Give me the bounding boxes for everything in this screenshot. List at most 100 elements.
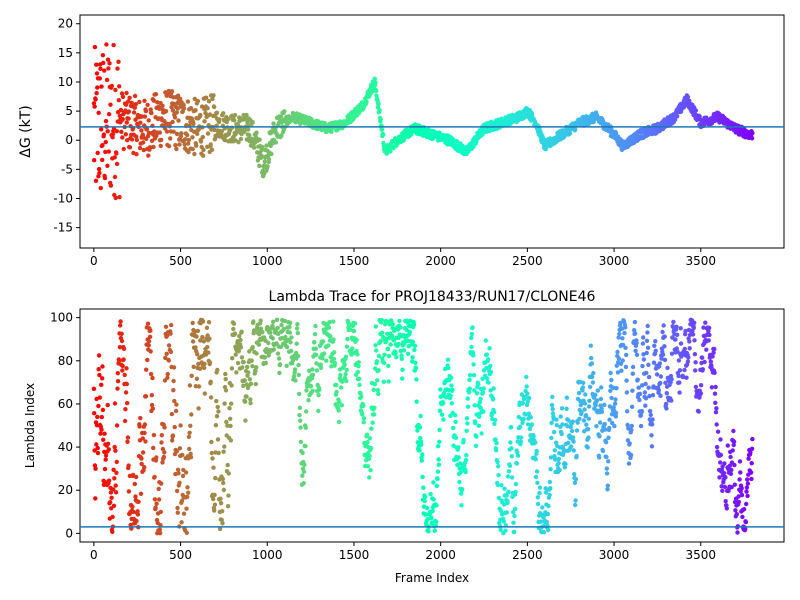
lambda-point bbox=[564, 406, 569, 411]
delta-g-point bbox=[91, 101, 97, 106]
lambda-point bbox=[189, 373, 194, 378]
lambda-point bbox=[709, 385, 715, 390]
delta-g-point bbox=[264, 143, 269, 148]
lambda-point bbox=[208, 379, 213, 384]
lambda-point bbox=[175, 505, 180, 511]
lambda-point bbox=[714, 444, 720, 450]
lambda-point bbox=[177, 446, 183, 451]
lambda-point bbox=[587, 398, 592, 403]
lambda-point bbox=[524, 384, 529, 389]
lambda-point bbox=[669, 377, 674, 382]
lambda-point bbox=[583, 392, 588, 397]
lambda-point bbox=[478, 396, 483, 402]
lambda-point bbox=[318, 365, 324, 370]
lambda-point bbox=[134, 518, 139, 524]
lambda-point bbox=[735, 530, 740, 535]
lambda-point bbox=[590, 374, 595, 380]
lambda-point bbox=[741, 507, 747, 512]
delta-g-point bbox=[174, 146, 179, 152]
lambda-point bbox=[477, 400, 483, 405]
lambda-point bbox=[184, 530, 189, 535]
delta-g-point bbox=[200, 153, 206, 158]
lambda-point bbox=[157, 527, 162, 532]
lambda-point bbox=[270, 336, 275, 341]
lambda-point bbox=[620, 342, 626, 348]
lambda-point bbox=[501, 519, 506, 524]
lambda-point bbox=[528, 415, 533, 420]
lambda-point bbox=[253, 381, 258, 387]
lambda-point bbox=[227, 406, 232, 411]
lambda-point bbox=[218, 496, 223, 501]
delta-g-point bbox=[129, 137, 135, 142]
lambda-point bbox=[205, 333, 210, 338]
lambda-point bbox=[134, 474, 139, 480]
lambda-point bbox=[493, 437, 498, 442]
lambda-point bbox=[313, 323, 318, 329]
lambda-point bbox=[568, 424, 573, 430]
delta-g-point bbox=[138, 120, 143, 125]
delta-g-point bbox=[120, 135, 125, 140]
lambda-point bbox=[344, 344, 350, 349]
lambda-point bbox=[251, 328, 257, 333]
delta-g-point bbox=[137, 145, 143, 151]
lambda-point bbox=[303, 425, 308, 430]
lambda-point bbox=[645, 323, 650, 329]
lambda-point bbox=[160, 446, 166, 452]
delta-g-point bbox=[247, 132, 252, 138]
delta-g-point bbox=[260, 145, 265, 150]
lambda-point bbox=[474, 391, 480, 396]
lambda-point bbox=[298, 418, 303, 423]
lambda-point bbox=[623, 345, 628, 350]
lambda-point bbox=[687, 339, 692, 344]
delta-g-point bbox=[186, 141, 191, 146]
lambda-point bbox=[111, 503, 117, 508]
delta-g-point bbox=[134, 134, 139, 139]
lambda-point bbox=[473, 420, 478, 426]
lambda-point bbox=[598, 396, 604, 402]
lambda-point bbox=[649, 433, 654, 438]
lambda-point bbox=[744, 485, 750, 490]
lambda-point bbox=[310, 372, 316, 378]
lambda-point bbox=[529, 422, 535, 427]
delta-g-point bbox=[133, 102, 138, 107]
lambda-point bbox=[145, 321, 151, 326]
delta-g-point bbox=[93, 97, 98, 102]
lambda-point bbox=[602, 427, 608, 432]
lambda-point bbox=[737, 477, 742, 482]
lambda-point bbox=[296, 372, 301, 378]
lambda-point bbox=[748, 450, 753, 455]
delta-g-point bbox=[471, 144, 476, 149]
delta-g-point bbox=[95, 150, 100, 156]
lambda-point bbox=[328, 334, 333, 339]
delta-g-point bbox=[132, 93, 138, 99]
lambda-point bbox=[608, 370, 613, 376]
lambda-point bbox=[635, 377, 640, 382]
lambda-point bbox=[112, 444, 117, 450]
lambda-point bbox=[745, 477, 750, 482]
lambda-point bbox=[185, 485, 190, 490]
lambda-point bbox=[388, 342, 393, 347]
lambda-point bbox=[664, 406, 669, 411]
lambda-point bbox=[350, 346, 355, 351]
lambda-point bbox=[149, 402, 155, 408]
delta-g-point bbox=[137, 99, 142, 105]
delta-g-point bbox=[171, 129, 176, 134]
delta-g-point bbox=[195, 131, 200, 136]
lambda-point bbox=[158, 509, 163, 515]
lambda-point bbox=[316, 392, 321, 398]
lambda-point bbox=[593, 392, 598, 397]
lambda-point bbox=[644, 370, 649, 376]
lambda-point bbox=[497, 520, 502, 526]
lambda-point bbox=[220, 509, 225, 514]
lambda-point bbox=[646, 385, 651, 390]
delta-g-point bbox=[188, 106, 194, 111]
lambda-point bbox=[546, 527, 551, 533]
lambda-point bbox=[534, 469, 540, 474]
lambda-point bbox=[471, 362, 476, 367]
lambda-point bbox=[126, 463, 131, 468]
lambda-point bbox=[123, 407, 128, 412]
lambda-point bbox=[331, 356, 337, 362]
lambda-point bbox=[385, 346, 391, 351]
lambda-point bbox=[150, 375, 155, 381]
lambda-point bbox=[112, 401, 118, 406]
